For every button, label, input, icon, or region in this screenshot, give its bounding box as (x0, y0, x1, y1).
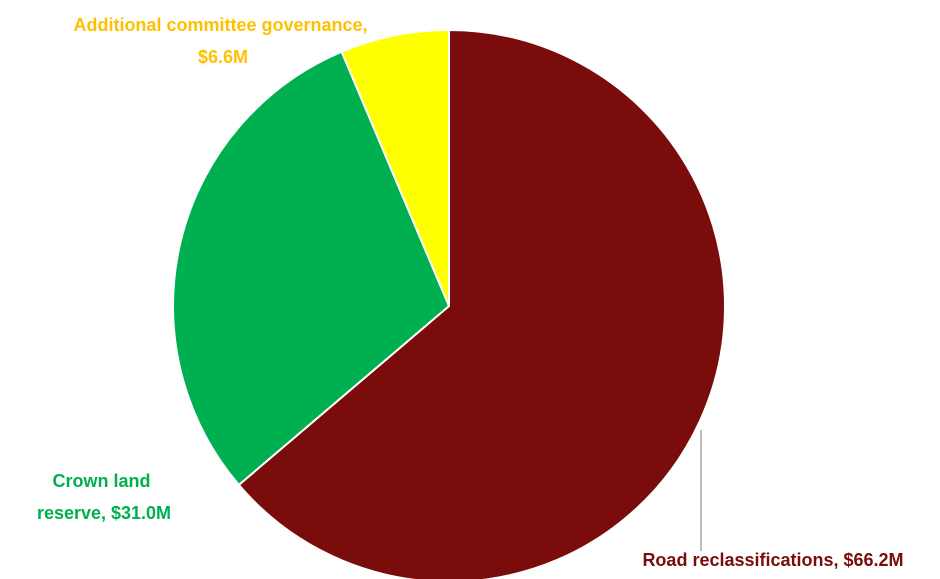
data-label-crown-land-reserve: Crown land reserve, $31.0M (37, 471, 171, 523)
pie-slice-road-reclassifications (237, 29, 726, 579)
data-label-line: Additional committee governance, (73, 15, 367, 35)
data-label-additional-committee-governance: Additional committee governance, $6.6M (73, 15, 372, 67)
data-label-road-reclassifications: Road reclassifications, $66.2M (642, 550, 903, 570)
data-label-line: reserve, $31.0M (37, 503, 171, 523)
data-label-line: Road reclassifications, $66.2M (642, 550, 903, 570)
pie-slices (172, 29, 726, 579)
data-label-line: $6.6M (198, 47, 248, 67)
pie-slice-crown-land-reserve (172, 50, 450, 486)
data-label-line: Crown land (52, 471, 150, 491)
pie-slice-additional-committee-governance (340, 29, 450, 307)
